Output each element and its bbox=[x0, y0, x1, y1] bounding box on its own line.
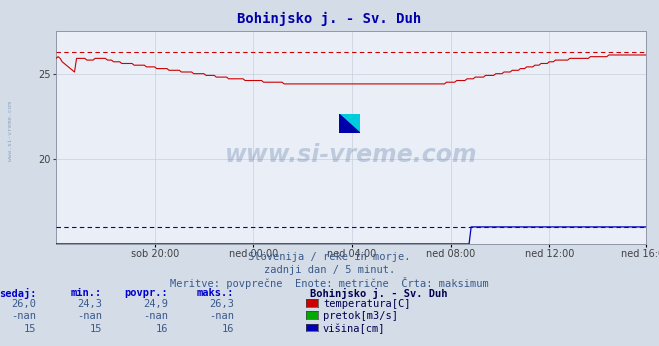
Text: 16: 16 bbox=[156, 324, 168, 334]
Text: maks.:: maks.: bbox=[196, 288, 234, 298]
Text: -nan: -nan bbox=[209, 311, 234, 321]
Text: povpr.:: povpr.: bbox=[125, 288, 168, 298]
Text: 15: 15 bbox=[24, 324, 36, 334]
Text: -nan: -nan bbox=[143, 311, 168, 321]
Polygon shape bbox=[339, 114, 360, 133]
Text: min.:: min.: bbox=[71, 288, 102, 298]
Text: Bohinjsko j. - Sv. Duh: Bohinjsko j. - Sv. Duh bbox=[237, 12, 422, 26]
Text: Bohinjsko j. - Sv. Duh: Bohinjsko j. - Sv. Duh bbox=[310, 288, 447, 299]
Text: Slovenija / reke in morje.: Slovenija / reke in morje. bbox=[248, 252, 411, 262]
Text: 16: 16 bbox=[221, 324, 234, 334]
Text: 24,3: 24,3 bbox=[77, 299, 102, 309]
Text: 24,9: 24,9 bbox=[143, 299, 168, 309]
Text: -nan: -nan bbox=[11, 311, 36, 321]
Text: Meritve: povprečne  Enote: metrične  Črta: maksimum: Meritve: povprečne Enote: metrične Črta:… bbox=[170, 277, 489, 290]
Text: www.si-vreme.com: www.si-vreme.com bbox=[225, 143, 477, 166]
Polygon shape bbox=[339, 114, 360, 133]
Text: zadnji dan / 5 minut.: zadnji dan / 5 minut. bbox=[264, 265, 395, 275]
Text: sedaj:: sedaj: bbox=[0, 288, 36, 299]
Text: višina[cm]: višina[cm] bbox=[323, 324, 386, 334]
Text: 26,0: 26,0 bbox=[11, 299, 36, 309]
Text: pretok[m3/s]: pretok[m3/s] bbox=[323, 311, 398, 321]
Text: 26,3: 26,3 bbox=[209, 299, 234, 309]
Text: -nan: -nan bbox=[77, 311, 102, 321]
Text: www.si-vreme.com: www.si-vreme.com bbox=[8, 101, 13, 162]
Text: 15: 15 bbox=[90, 324, 102, 334]
Text: temperatura[C]: temperatura[C] bbox=[323, 299, 411, 309]
